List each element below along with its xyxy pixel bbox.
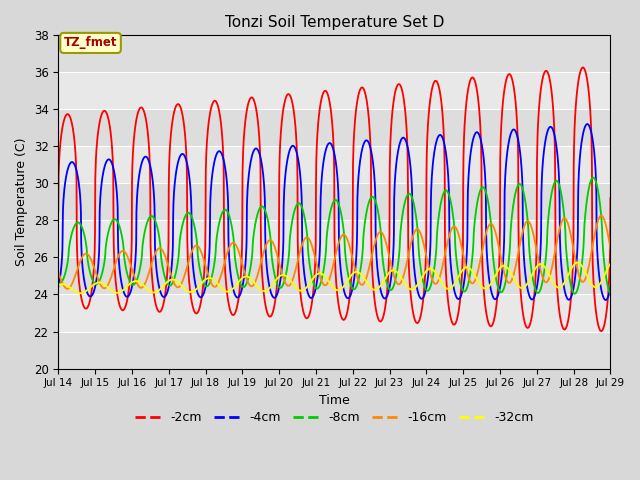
Legend: -2cm, -4cm, -8cm, -16cm, -32cm: -2cm, -4cm, -8cm, -16cm, -32cm xyxy=(130,406,538,429)
Text: TZ_fmet: TZ_fmet xyxy=(64,36,117,49)
Y-axis label: Soil Temperature (C): Soil Temperature (C) xyxy=(15,138,28,266)
Bar xyxy=(58,332,611,369)
Title: Tonzi Soil Temperature Set D: Tonzi Soil Temperature Set D xyxy=(225,15,444,30)
Bar xyxy=(58,109,611,146)
Bar xyxy=(58,257,611,295)
Bar xyxy=(58,36,611,72)
Bar xyxy=(58,183,611,220)
X-axis label: Time: Time xyxy=(319,394,349,407)
